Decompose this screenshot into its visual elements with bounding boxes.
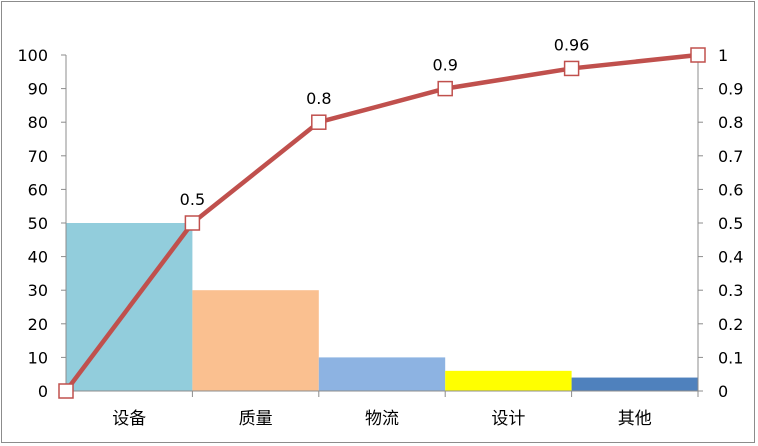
y-right-tick-label: 0 — [718, 382, 728, 401]
y-right-tick-label: 0.1 — [718, 348, 743, 367]
y-left-tick-label: 100 — [17, 46, 48, 65]
y-right-tick-label: 0.7 — [718, 147, 743, 166]
y-right-tick-label: 0.3 — [718, 281, 743, 300]
bar-3 — [445, 370, 572, 391]
y-left-tick-label: 0 — [38, 382, 48, 401]
y-left-tick-label: 50 — [28, 214, 48, 233]
line-data-label: 0.8 — [306, 89, 331, 108]
line-marker — [690, 47, 706, 63]
line-data-label: 0.5 — [180, 190, 205, 209]
y-right-tick-label: 0.8 — [718, 113, 743, 132]
bar-1 — [192, 290, 319, 391]
y-left-tick-label: 60 — [28, 180, 48, 199]
bar-2 — [318, 357, 446, 391]
y-right-tick-label: 0.4 — [718, 248, 743, 267]
y-left-tick-label: 80 — [28, 113, 48, 132]
category-label: 设计 — [491, 409, 525, 429]
y-right-tick-label: 0.2 — [718, 315, 743, 334]
cumulative-line — [64, 52, 699, 393]
line-marker — [58, 383, 74, 399]
line-data-label: 0.96 — [554, 35, 590, 54]
y-left-tick-label: 20 — [28, 315, 48, 334]
line-marker — [311, 114, 327, 130]
y-right-tick-label: 1 — [718, 46, 728, 65]
y-right-tick-label: 0.5 — [718, 214, 743, 233]
y-left-tick-label: 30 — [28, 281, 48, 300]
category-label: 设备 — [112, 409, 146, 429]
y-left-tick-label: 40 — [28, 248, 48, 267]
bar-4 — [571, 377, 698, 391]
line-marker — [437, 80, 453, 97]
y-left-tick-label: 10 — [28, 348, 48, 367]
y-right-tick-label: 0.6 — [718, 180, 743, 199]
category-label: 其他 — [618, 409, 652, 429]
y-left-tick-label: 70 — [28, 147, 48, 166]
line-marker — [563, 60, 580, 77]
category-label: 物流 — [365, 409, 399, 429]
line-marker — [184, 215, 201, 231]
y-left-tick-label: 90 — [28, 80, 48, 99]
category-label: 质量 — [239, 409, 273, 429]
y-right-tick-label: 0.9 — [718, 80, 743, 99]
line-data-label: 0.9 — [432, 56, 457, 75]
